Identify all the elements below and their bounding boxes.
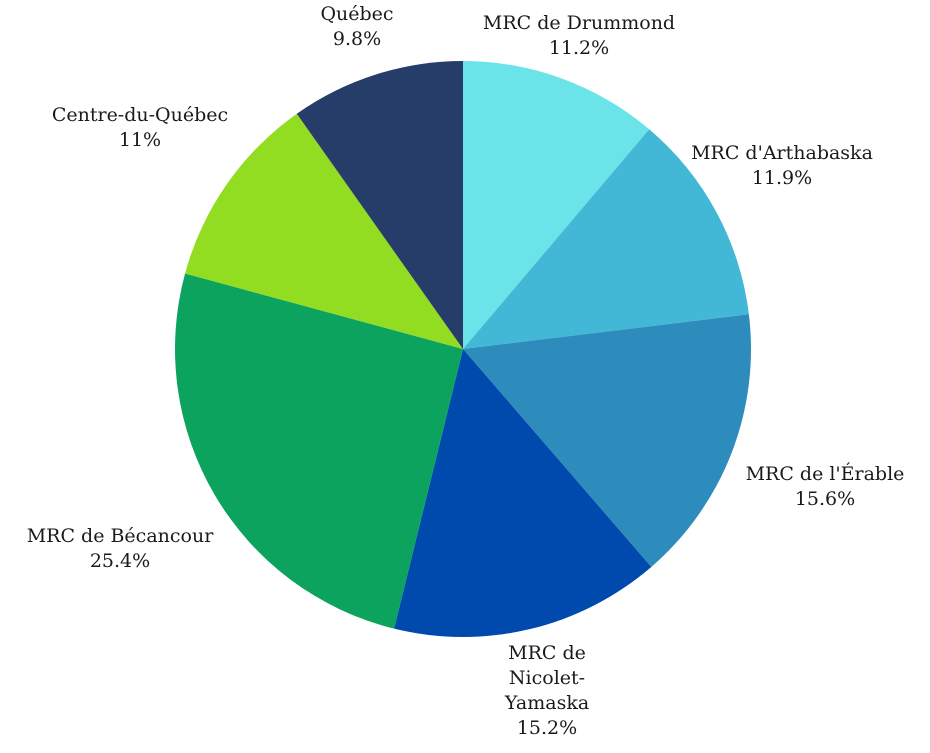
slice-value-label: 15.2%	[517, 717, 577, 739]
pie-slice-quebec[interactable]	[296, 60, 463, 349]
pie-slice-mrc-de-nicolet-yamaska[interactable]	[394, 349, 652, 637]
slice-name-label: Yamaska	[504, 692, 589, 714]
pie-labels: MRC de Drummond 11.2% MRC d'Arthabaska 11.9…	[27, 3, 905, 739]
slice-value-label: 11.2%	[549, 37, 609, 59]
slice-label-mrc-d-arthabaska: MRC d'Arthabaska 11.9%	[691, 142, 873, 189]
slice-value-label: 15.6%	[795, 488, 855, 510]
slice-label-mrc-de-drummond: MRC de Drummond 11.2%	[483, 12, 675, 59]
slice-value-label: 11%	[119, 129, 161, 151]
slice-name-label: MRC de Bécancour	[27, 525, 215, 547]
slice-label-mrc-de-nicolet-yamaska: MRC de Nicolet- Yamaska 15.2%	[504, 642, 589, 739]
pie-slice-mrc-de-l-erable[interactable]	[463, 314, 751, 567]
slice-name-label: MRC de	[508, 642, 586, 664]
slice-value-label: 9.8%	[333, 28, 381, 50]
slice-value-label: 25.4%	[90, 550, 150, 572]
slice-name-label: MRC de l'Érable	[746, 462, 905, 485]
slice-label-mrc-de-becancour: MRC de Bécancour 25.4%	[27, 525, 215, 572]
pie-slice-mrc-d-arthabaska[interactable]	[463, 129, 749, 349]
slice-label-quebec: Québec 9.8%	[320, 3, 393, 50]
slice-name-label: Centre-du-Québec	[52, 104, 228, 126]
slice-label-mrc-de-l-erable: MRC de l'Érable 15.6%	[746, 462, 905, 510]
pie-slice-mrc-de-becancour[interactable]	[175, 273, 463, 629]
slice-name-label: Nicolet-	[509, 667, 585, 689]
pie-slices	[175, 60, 751, 637]
pie-slice-centre-du-quebec[interactable]	[185, 113, 463, 349]
pie-slice-mrc-de-drummond[interactable]	[463, 61, 650, 349]
slice-value-label: 11.9%	[752, 167, 812, 189]
slice-label-centre-du-quebec: Centre-du-Québec 11%	[52, 104, 228, 151]
slice-name-label: MRC d'Arthabaska	[691, 142, 873, 164]
slice-name-label: Québec	[320, 3, 393, 25]
slice-name-label: MRC de Drummond	[483, 12, 675, 34]
